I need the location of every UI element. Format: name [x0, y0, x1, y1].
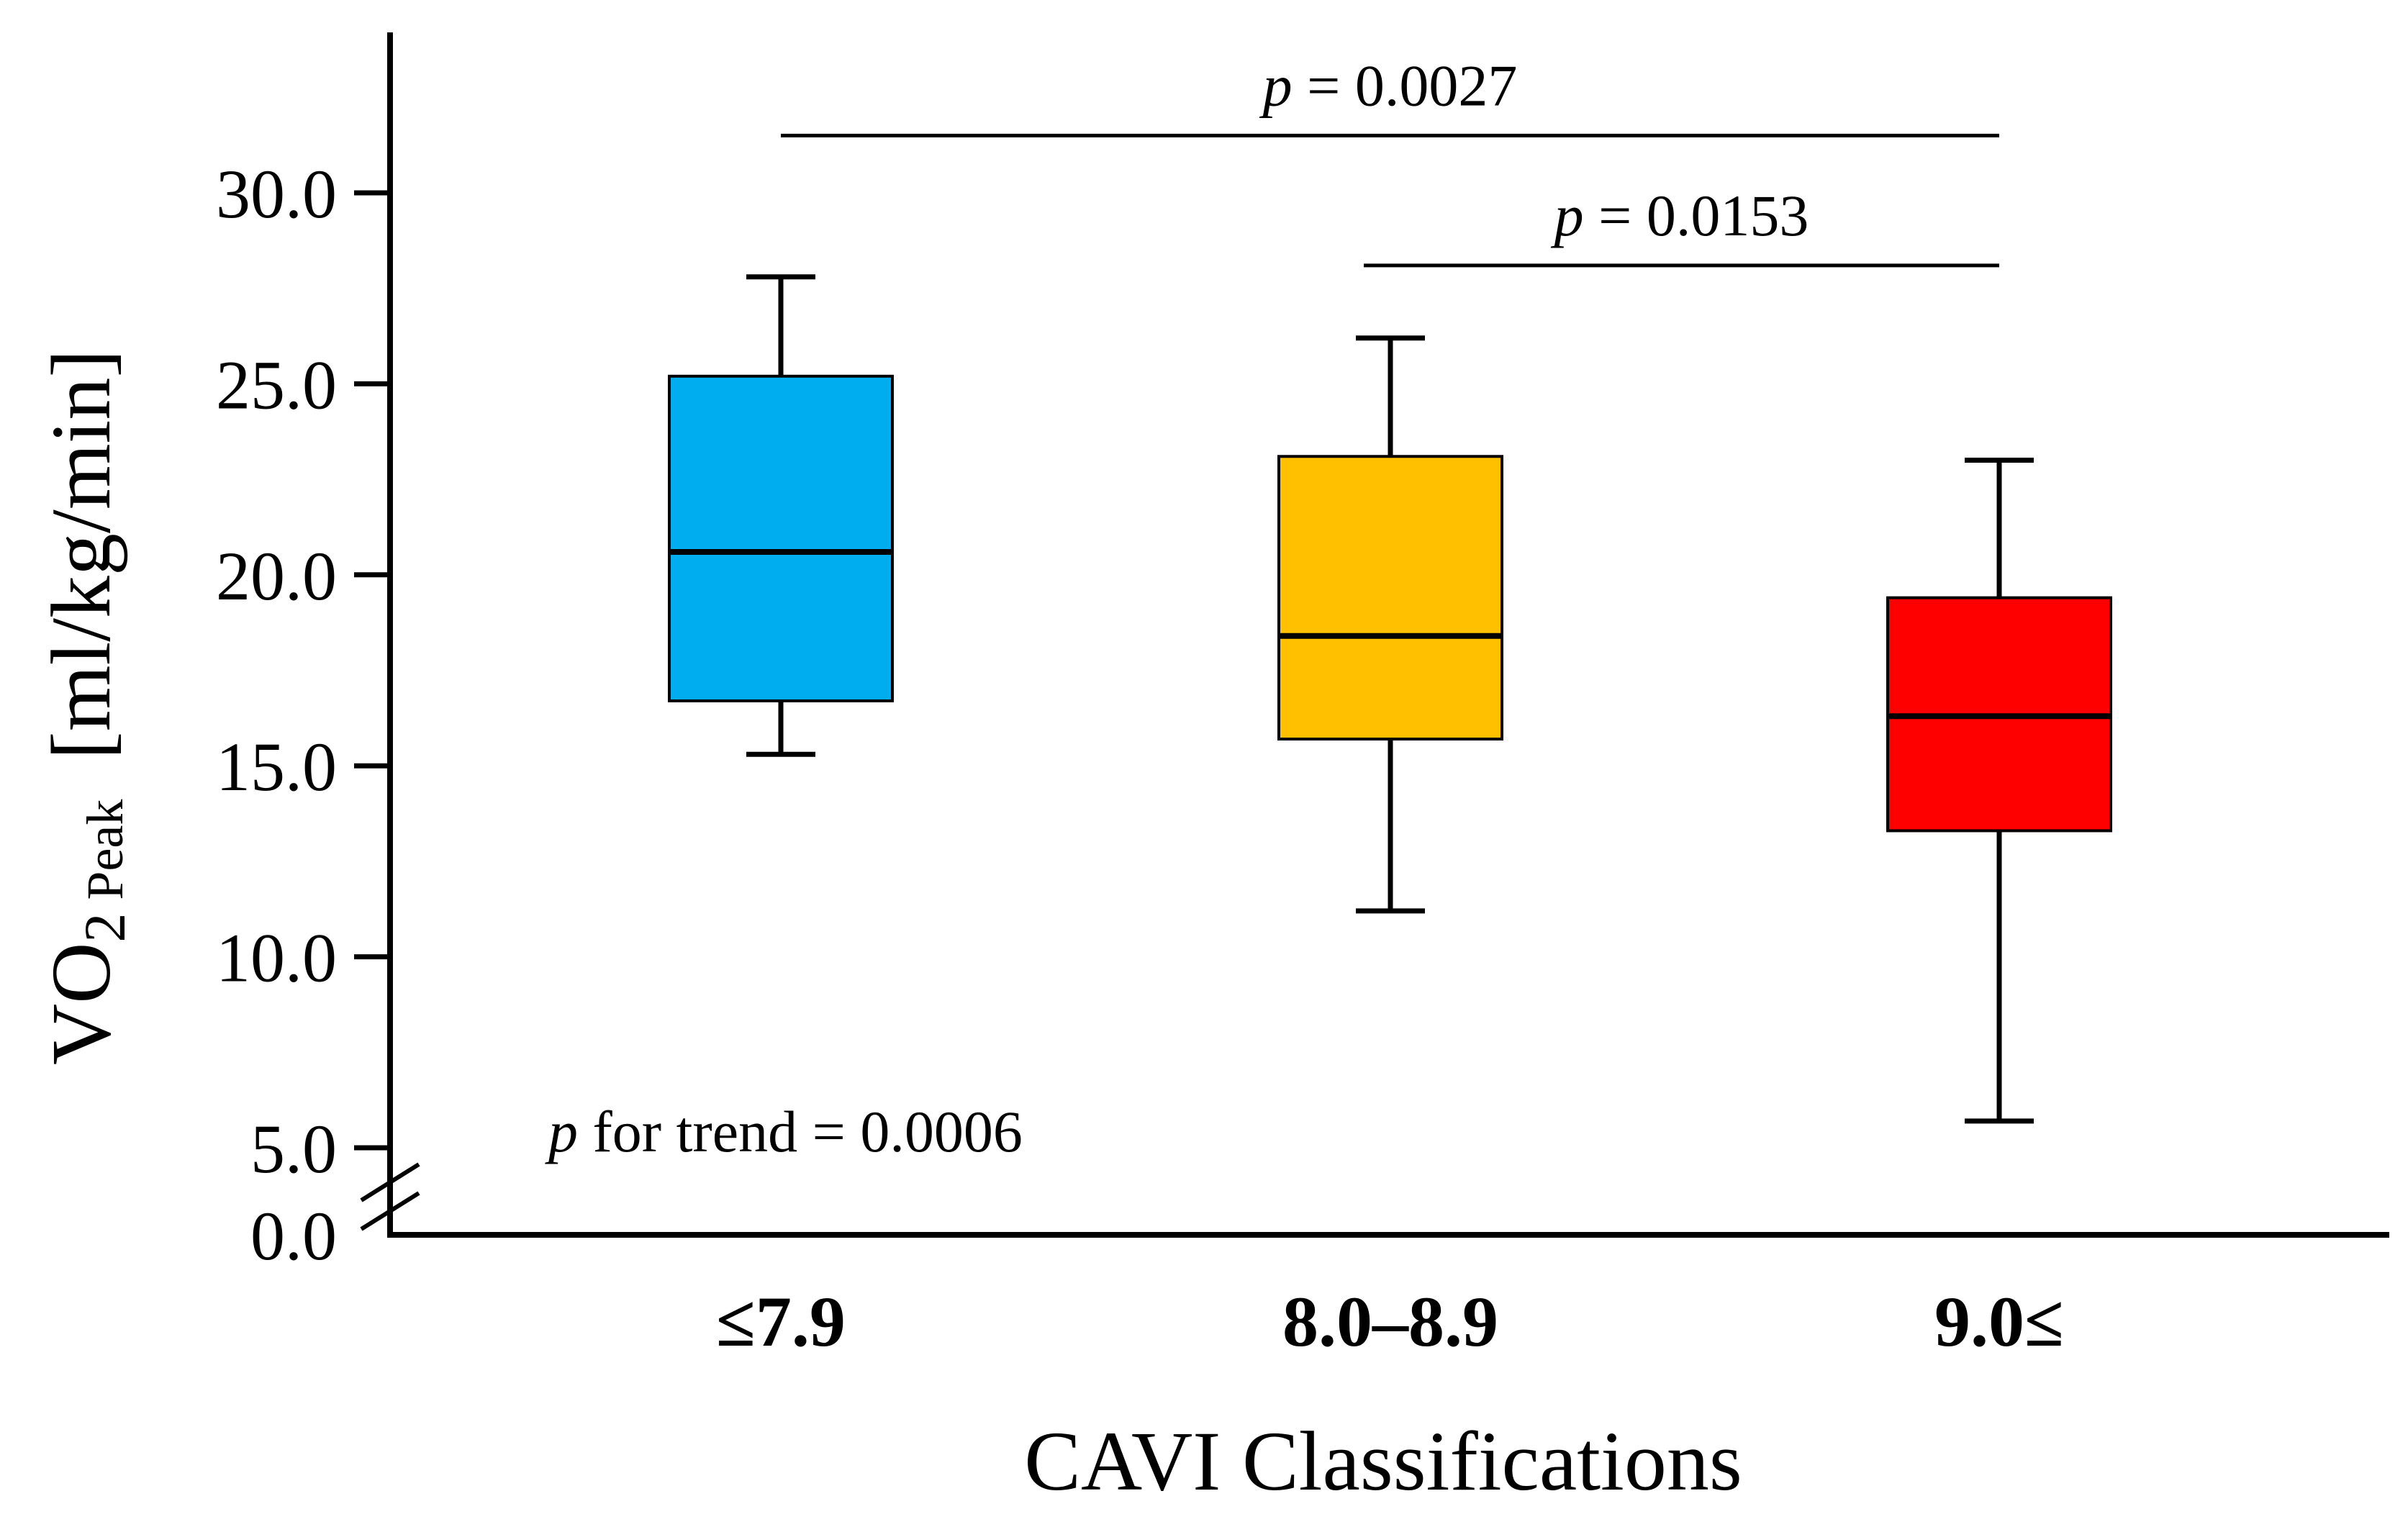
axis-break-marks	[360, 1162, 420, 1231]
comparisons-layer: p = 0.0027 p = 0.0153	[781, 53, 1999, 268]
y-ticks-layer: 0.0 5.0 10.0 15.0 20.0 25.0 30.0	[216, 155, 390, 1274]
y-axis-title: VO2Peak[ml/kg/min]	[34, 349, 137, 1065]
x-categories-layer: ≤7.9 8.0–8.9 9.0≤	[716, 1282, 2064, 1361]
comparison-p-value: p = 0.0027	[1259, 53, 1518, 118]
x-axis-title: CAVI Classifications	[1024, 1414, 1742, 1508]
y-tick-label: 15.0	[216, 728, 337, 805]
y-tick-label: 25.0	[216, 346, 337, 423]
y-tick-label: 10.0	[216, 920, 337, 997]
trend-annotation: p for trend = 0.0006	[545, 1099, 1023, 1164]
axes-layer	[360, 32, 2389, 1238]
box-iqr	[668, 374, 894, 702]
y-tick-label: 20.0	[216, 538, 337, 615]
boxes-layer	[668, 274, 2112, 1124]
y-tick-label: 30.0	[216, 155, 337, 232]
box-iqr	[1277, 455, 1503, 741]
y-tick-label: 0.0	[250, 1197, 337, 1274]
x-category-label: 9.0≤	[1934, 1282, 2064, 1361]
x-category-label: ≤7.9	[716, 1282, 846, 1361]
comparison-p-value: p = 0.0153	[1551, 183, 1809, 248]
x-category-label: 8.0–8.9	[1282, 1282, 1498, 1361]
y-tick-label: 5.0	[250, 1110, 337, 1187]
